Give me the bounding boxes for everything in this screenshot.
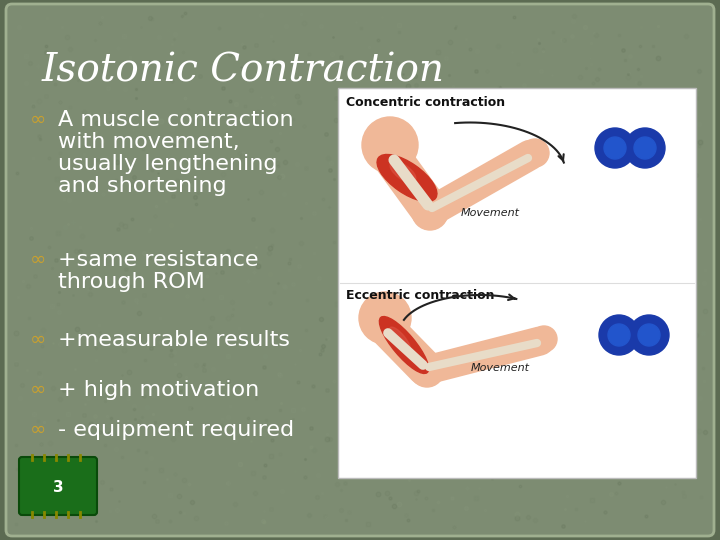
Text: and shortening: and shortening: [58, 176, 227, 196]
Text: through ROM: through ROM: [58, 272, 204, 292]
Circle shape: [638, 324, 660, 346]
Text: usually lengthening: usually lengthening: [58, 154, 277, 174]
Circle shape: [359, 292, 411, 344]
Circle shape: [410, 353, 444, 387]
Circle shape: [599, 315, 639, 355]
FancyBboxPatch shape: [6, 4, 714, 536]
Text: Concentric contraction: Concentric contraction: [346, 96, 505, 109]
Text: A muscle contraction: A muscle contraction: [58, 110, 294, 130]
Ellipse shape: [390, 161, 416, 183]
Text: +measurable results: +measurable results: [58, 330, 290, 350]
Text: ∞: ∞: [30, 110, 46, 129]
Bar: [338, 88, 696, 478]
Circle shape: [362, 117, 418, 173]
Circle shape: [412, 194, 448, 230]
Text: - equipment required: - equipment required: [58, 420, 294, 440]
Circle shape: [521, 139, 549, 167]
Circle shape: [604, 137, 626, 159]
Text: +same resistance: +same resistance: [58, 250, 258, 270]
Text: ∞: ∞: [30, 420, 46, 439]
Ellipse shape: [390, 327, 410, 351]
Text: + high motivation: + high motivation: [58, 380, 259, 400]
FancyBboxPatch shape: [19, 457, 97, 515]
Text: Movement: Movement: [470, 363, 529, 373]
Circle shape: [629, 315, 669, 355]
Circle shape: [625, 128, 665, 168]
Text: Eccentric contraction: Eccentric contraction: [346, 289, 495, 302]
Ellipse shape: [379, 316, 428, 374]
Text: with movement,: with movement,: [58, 132, 240, 152]
Circle shape: [634, 137, 656, 159]
Text: ∞: ∞: [30, 250, 46, 269]
Text: Movement: Movement: [461, 208, 520, 218]
Text: ∞: ∞: [30, 330, 46, 349]
Circle shape: [608, 324, 630, 346]
Text: ∞: ∞: [30, 380, 46, 399]
Text: 3: 3: [53, 480, 63, 495]
Ellipse shape: [377, 154, 437, 201]
Text: Isotonic Contraction: Isotonic Contraction: [42, 52, 445, 89]
Circle shape: [595, 128, 635, 168]
Circle shape: [531, 326, 557, 352]
